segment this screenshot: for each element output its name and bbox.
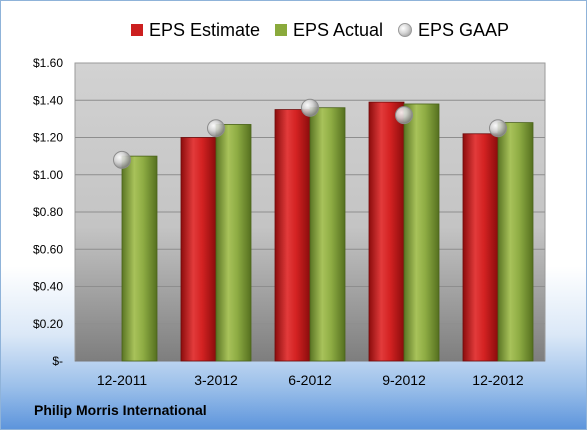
x-tick-label: 6-2012 bbox=[288, 372, 332, 388]
bar-eps-actual bbox=[309, 107, 346, 362]
bar-eps-estimate bbox=[462, 133, 499, 362]
legend-item-eps-estimate: EPS Estimate bbox=[131, 17, 260, 43]
legend-item-eps-gaap: EPS GAAP bbox=[398, 17, 509, 43]
bar-eps-actual bbox=[403, 103, 440, 362]
y-tick-label: $1.20 bbox=[33, 131, 63, 145]
y-tick-label: $1.00 bbox=[33, 168, 63, 182]
y-tick-label: $0.80 bbox=[33, 205, 63, 219]
marker-eps-gaap bbox=[207, 119, 225, 138]
x-tick-label: 9-2012 bbox=[382, 372, 426, 388]
legend-label-estimate: EPS Estimate bbox=[149, 19, 261, 40]
legend-swatch-estimate bbox=[131, 24, 143, 36]
bar-eps-actual bbox=[121, 155, 158, 362]
x-tick-label: 12-2011 bbox=[97, 372, 148, 388]
marker-eps-gaap bbox=[301, 98, 319, 117]
marker-eps-gaap bbox=[113, 150, 131, 169]
x-tick-label: 12-2012 bbox=[472, 372, 524, 388]
marker-eps-gaap bbox=[489, 119, 507, 138]
y-tick-label: $- bbox=[52, 354, 63, 368]
legend-marker-gaap bbox=[398, 23, 412, 37]
legend-item-eps-actual: EPS Actual bbox=[275, 17, 383, 43]
y-tick-label: $1.60 bbox=[33, 56, 63, 70]
y-tick-label: $1.40 bbox=[33, 93, 63, 107]
chart-legend: EPS Estimate EPS Actual EPS GAAP bbox=[1, 17, 586, 43]
legend-label-actual: EPS Actual bbox=[293, 19, 384, 40]
legend-swatch-actual bbox=[275, 24, 287, 36]
bar-eps-estimate bbox=[368, 101, 405, 362]
y-tick-label: $0.60 bbox=[33, 242, 63, 256]
bar-eps-estimate bbox=[180, 137, 217, 362]
bar-eps-actual bbox=[497, 122, 534, 362]
y-tick-label: $0.40 bbox=[33, 280, 63, 294]
legend-label-gaap: EPS GAAP bbox=[418, 19, 510, 40]
marker-eps-gaap bbox=[395, 106, 413, 125]
y-tick-label: $0.20 bbox=[33, 317, 63, 331]
x-tick-label: 3-2012 bbox=[194, 372, 238, 388]
company-name: Philip Morris International bbox=[34, 402, 207, 418]
bar-eps-actual bbox=[215, 124, 252, 362]
bar-eps-estimate bbox=[274, 109, 311, 362]
